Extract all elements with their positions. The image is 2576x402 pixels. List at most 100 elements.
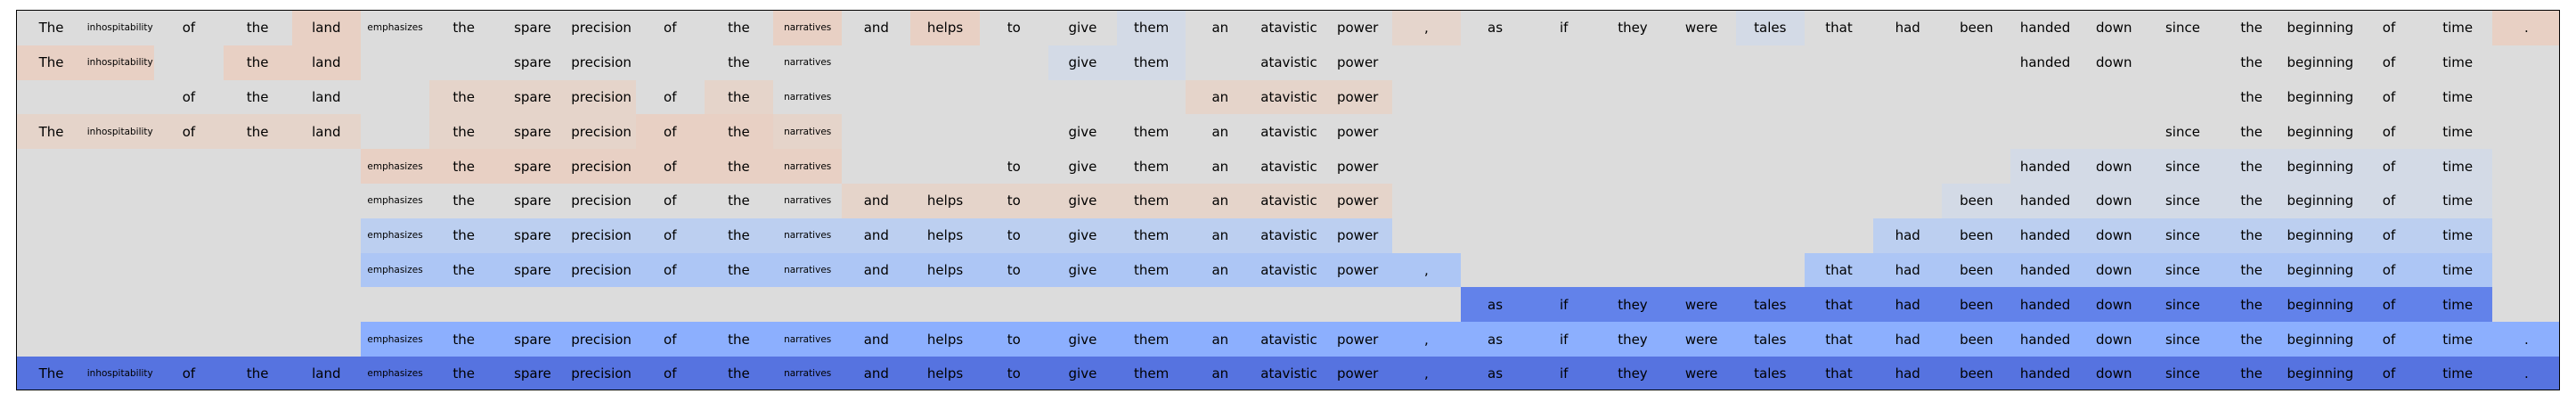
token-cell: the xyxy=(2217,79,2287,115)
token-cell: the xyxy=(704,322,774,357)
token-cell: spare xyxy=(498,79,567,115)
token-cell: had xyxy=(1873,357,1943,390)
token-cell: time xyxy=(2423,114,2492,150)
token-cell: tales xyxy=(1735,357,1805,390)
token-cell: since xyxy=(2148,322,2218,357)
token-cell: they xyxy=(1598,11,1667,45)
token-cell: that xyxy=(1804,287,1874,323)
token-cell: The xyxy=(17,114,86,150)
token-cell: give xyxy=(1048,184,1118,218)
token-cell: inhospitability xyxy=(86,357,155,390)
token-cell: spare xyxy=(498,322,567,357)
token-cell: time xyxy=(2423,184,2492,218)
token-cell: emphasizes xyxy=(360,184,430,218)
token-cell: of xyxy=(2354,79,2424,115)
token-cell: time xyxy=(2423,45,2492,80)
token-cell: time xyxy=(2423,322,2492,357)
token-cell: since xyxy=(2148,11,2218,45)
token-cell: had xyxy=(1873,322,1943,357)
token-cell: down xyxy=(2079,45,2148,80)
token-cell: time xyxy=(2423,149,2492,184)
token-cell: handed xyxy=(2010,184,2080,218)
token-cell: had xyxy=(1873,11,1943,45)
token-cell: to xyxy=(979,217,1048,253)
token-cell: as xyxy=(1460,11,1530,45)
token-cell: land xyxy=(291,11,361,45)
token-cell: the xyxy=(704,79,774,115)
token-cell: them xyxy=(1117,11,1186,45)
token-cell: narratives xyxy=(773,45,843,80)
token-cell: , xyxy=(1391,322,1461,357)
token-cell: down xyxy=(2079,357,2148,390)
token-cell: spare xyxy=(498,149,567,184)
token-cell: the xyxy=(429,252,499,288)
token-cell: spare xyxy=(498,45,567,80)
token-cell: emphasizes xyxy=(360,252,430,288)
token-cell: them xyxy=(1117,217,1186,253)
token-cell: since xyxy=(2148,217,2218,253)
token-cell: beginning xyxy=(2286,11,2355,45)
token-cell: were xyxy=(1667,11,1736,45)
token-cell: atavistic xyxy=(1254,252,1324,288)
token-cell: been xyxy=(1942,217,2011,253)
token-cell: the xyxy=(223,45,292,80)
token-cell: tales xyxy=(1735,287,1805,323)
token-cell: power xyxy=(1323,79,1392,115)
token-cell: of xyxy=(2354,252,2424,288)
token-cell: of xyxy=(635,252,705,288)
token-cell: since xyxy=(2148,184,2218,218)
token-cell: precision xyxy=(567,184,636,218)
token-cell: to xyxy=(979,322,1048,357)
token-cell: been xyxy=(1942,322,2011,357)
token-cell: power xyxy=(1323,322,1392,357)
token-cell: The xyxy=(17,357,86,390)
token-cell: were xyxy=(1667,287,1736,323)
token-cell: precision xyxy=(567,11,636,45)
token-cell: handed xyxy=(2010,149,2080,184)
token-cell: of xyxy=(2354,287,2424,323)
token-cell: emphasizes xyxy=(360,149,430,184)
token-cell: helps xyxy=(910,184,980,218)
token-heatmap-grid: The inhospitability of the land emphasizes the… xyxy=(16,10,2560,390)
token-cell: of xyxy=(2354,11,2424,45)
token-cell: to xyxy=(979,11,1048,45)
token-cell: if xyxy=(1529,357,1599,390)
token-cell: precision xyxy=(567,252,636,288)
token-cell: they xyxy=(1598,287,1667,323)
token-cell: beginning xyxy=(2286,45,2355,80)
token-cell: beginning xyxy=(2286,184,2355,218)
token-cell: been xyxy=(1942,252,2011,288)
token-cell: atavistic xyxy=(1254,217,1324,253)
token-cell: give xyxy=(1048,217,1118,253)
token-cell: of xyxy=(2354,114,2424,150)
token-cell: the xyxy=(223,357,292,390)
token-cell: and xyxy=(842,322,911,357)
token-cell: of xyxy=(635,357,705,390)
token-cell: of xyxy=(2354,357,2424,390)
token-cell: atavistic xyxy=(1254,357,1324,390)
token-cell: give xyxy=(1048,357,1118,390)
token-cell: of xyxy=(635,79,705,115)
token-cell: beginning xyxy=(2286,287,2355,323)
token-cell: atavistic xyxy=(1254,149,1324,184)
token-cell: of xyxy=(635,217,705,253)
token-cell: been xyxy=(1942,357,2011,390)
token-cell: time xyxy=(2423,287,2492,323)
token-cell: handed xyxy=(2010,287,2080,323)
token-cell: been xyxy=(1942,184,2011,218)
token-cell: atavistic xyxy=(1254,79,1324,115)
token-cell: if xyxy=(1529,11,1599,45)
token-cell: the xyxy=(2217,114,2287,150)
token-cell: narratives xyxy=(773,357,843,390)
token-cell: an xyxy=(1186,322,1255,357)
token-cell: that xyxy=(1804,322,1874,357)
token-cell: to xyxy=(979,184,1048,218)
token-cell: an xyxy=(1186,114,1255,150)
token-cell: an xyxy=(1186,184,1255,218)
token-cell: if xyxy=(1529,287,1599,323)
token-cell: the xyxy=(429,357,499,390)
token-cell: had xyxy=(1873,252,1943,288)
token-cell: an xyxy=(1186,252,1255,288)
token-cell: the xyxy=(704,184,774,218)
token-cell: helps xyxy=(910,252,980,288)
